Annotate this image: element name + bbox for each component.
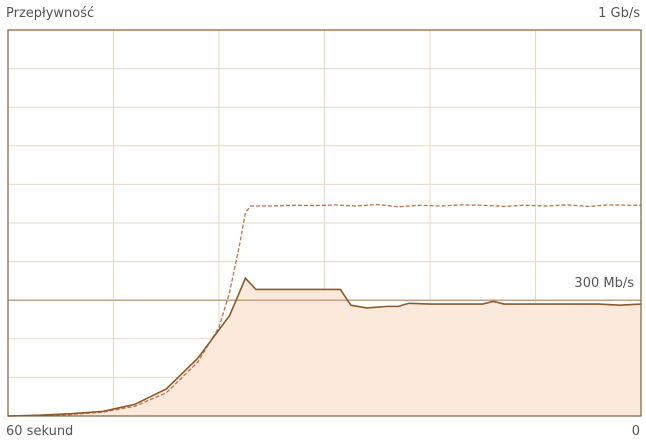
graph-title: Przepływność <box>6 6 95 21</box>
time-axis-start-label: 60 sekund <box>6 424 74 439</box>
reference-value-label: 300 Mb/s <box>574 276 634 291</box>
graph-max-value: 1 Gb/s <box>598 6 640 21</box>
throughput-area <box>8 278 641 416</box>
chart-border <box>7 29 642 417</box>
throughput-line-solid <box>7 276 642 417</box>
throughput-line-dashed <box>7 203 641 417</box>
time-axis-end-label: 0 <box>631 424 640 439</box>
